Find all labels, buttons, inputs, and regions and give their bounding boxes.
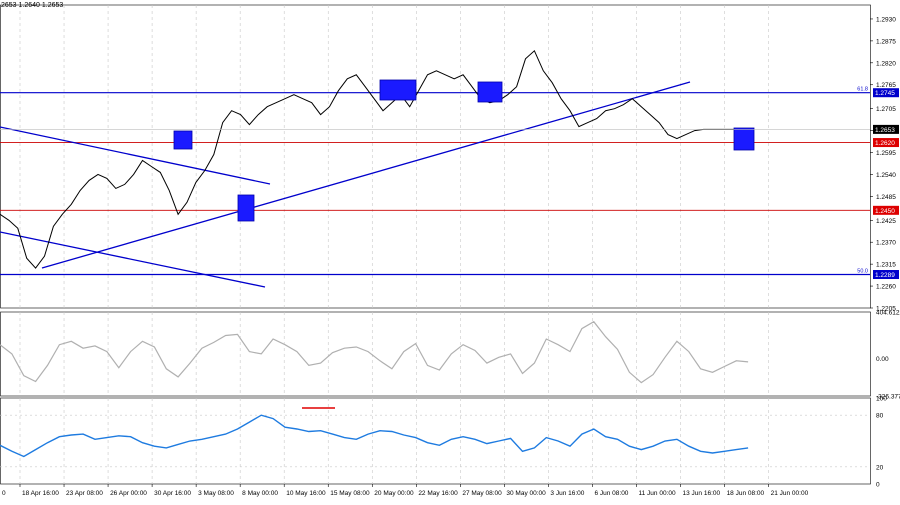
level-tag-text: 1.2745 (875, 90, 895, 97)
cci-tick-label: 0.00 (876, 356, 889, 363)
price-tick-label: 1.2540 (876, 172, 896, 179)
ascending-trend-line (41, 81, 691, 269)
x-axis-label: 27 May 08:00 (462, 490, 502, 497)
price-tick-label: 1.2930 (876, 16, 896, 23)
signal-marker-2[interactable] (379, 79, 417, 101)
level-tag-1.2289 (873, 270, 899, 280)
price-panel-frame (0, 4, 871, 309)
x-axis-label: 21 Jun 00:00 (771, 490, 809, 497)
price-tick-label: 1.2260 (876, 284, 896, 291)
channel-lower-line (0, 231, 266, 288)
price-tick-label: 1.2705 (876, 106, 896, 113)
price-tick-label: 1.2595 (876, 150, 896, 157)
x-axis-label: 22 May 16:00 (418, 490, 458, 497)
price-tick-label: 1.2765 (876, 82, 896, 89)
x-axis-label: 3 May 08:00 (198, 490, 234, 497)
x-axis-label-first: 0 (2, 490, 6, 497)
rsi-series-line (0, 414, 749, 458)
price-tick-label: 1.2425 (876, 218, 896, 225)
fib-label: 50.0 (857, 269, 868, 275)
x-axis-label: 23 Apr 08:00 (66, 490, 103, 497)
channel-upper-line (0, 126, 271, 185)
signal-marker-3[interactable] (477, 81, 503, 103)
x-axis-label: 20 May 00:00 (374, 490, 414, 497)
signal-marker-1[interactable] (237, 194, 255, 222)
x-axis-label: 15 May 08:00 (330, 490, 370, 497)
rsi-tick-label: 100 (876, 396, 887, 403)
rsi-tick-label: 20 (876, 464, 884, 471)
x-axis-label: 11 Jun 00:00 (638, 490, 675, 497)
price-tick-label: 1.2370 (876, 240, 896, 247)
x-axis-label: 13 Jun 16:00 (683, 490, 721, 497)
cci-tick-label: 404.6122 (876, 310, 900, 317)
current-price-text: 1.2653 (875, 127, 895, 134)
ohlc-readout: 2653 1.2640 1.2653 (1, 2, 64, 9)
level-tag-text: 1.2450 (875, 208, 895, 215)
price-tick-label: 1.2875 (876, 38, 896, 45)
x-axis-label: 18 Apr 16:00 (22, 490, 59, 497)
level-tag-text: 1.2620 (875, 140, 895, 147)
signal-marker-0[interactable] (173, 130, 193, 150)
x-axis-label: 6 Jun 08:00 (594, 490, 628, 497)
x-axis-label: 26 Apr 00:00 (110, 490, 147, 497)
level-tag-1.2745 (873, 88, 899, 98)
cci-tick-label: -326.377 (876, 394, 900, 401)
current-price-tag (873, 124, 899, 134)
signal-marker-4[interactable] (733, 127, 755, 151)
cci-panel-frame (0, 311, 871, 397)
price-series-line (0, 49, 749, 269)
rsi-panel-frame (0, 397, 871, 485)
price-tick-label: 1.2820 (876, 60, 896, 67)
x-axis-label: 10 May 16:00 (286, 490, 326, 497)
x-axis-label: 8 May 00:00 (242, 490, 278, 497)
price-tick-label: 1.2485 (876, 194, 896, 201)
x-axis-label: 3 Jun 16:00 (550, 490, 584, 497)
x-axis-label: 30 Apr 16:00 (154, 490, 191, 497)
price-tick-label: 1.2205 (876, 306, 896, 313)
cci-series-line (0, 320, 749, 384)
rsi-tick-label: 80 (876, 413, 884, 420)
level-tag-text: 1.2289 (875, 272, 895, 279)
x-axis-label: 30 May 00:00 (506, 490, 546, 497)
x-axis-label: 18 Jun 08:00 (727, 490, 765, 497)
rsi-tick-label: 0 (876, 482, 880, 489)
price-tick-label: 1.2315 (876, 262, 896, 269)
level-tag-1.2450 (873, 205, 899, 215)
level-tag-1.2620 (873, 138, 899, 148)
fib-label: 61.8 (857, 87, 868, 93)
